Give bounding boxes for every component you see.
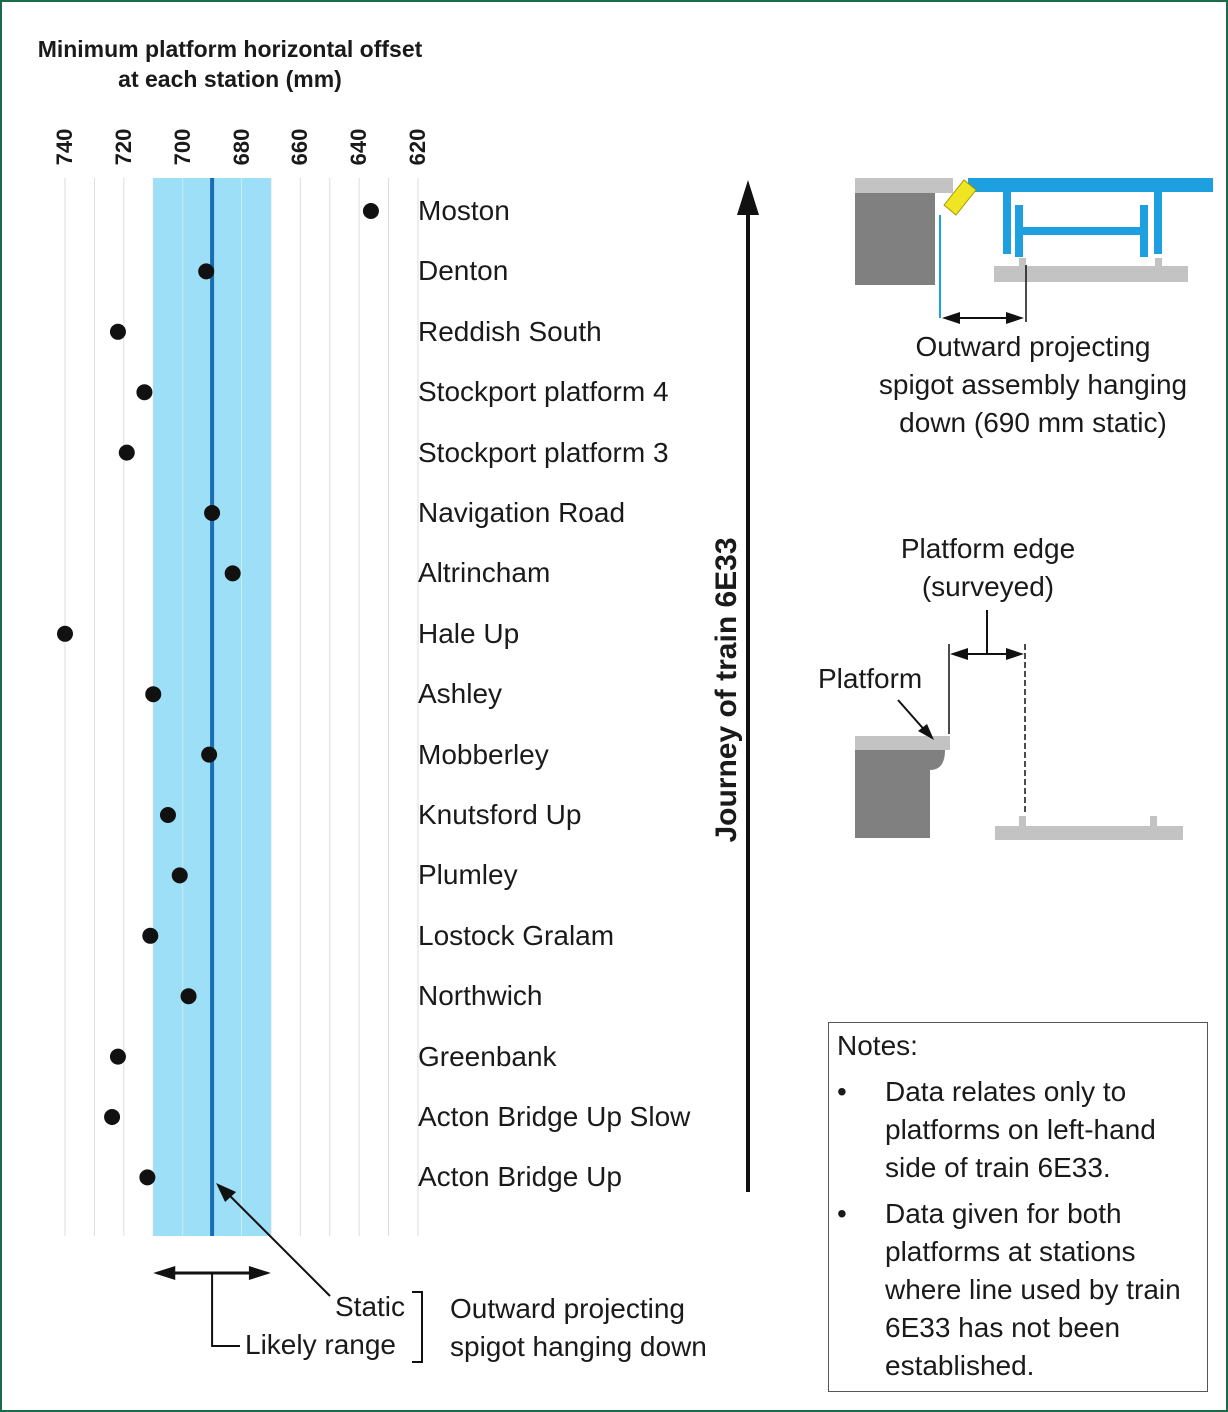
- journey-arrowhead: [737, 180, 759, 215]
- data-point: [201, 746, 218, 763]
- platform-edge-label-line2: (surveyed): [921, 571, 1055, 602]
- station-label: Mobberley: [418, 738, 549, 770]
- station-label: Moston: [418, 195, 510, 226]
- platform-label: Platform: [818, 663, 923, 694]
- note-text: Data given for both platforms at station…: [885, 1198, 1181, 1381]
- likely-range-leader: [211, 1273, 240, 1347]
- offset-arrowhead-left: [942, 312, 960, 324]
- data-point: [180, 988, 197, 1005]
- data-point: [109, 1048, 126, 1065]
- wagon-floor: [968, 178, 1213, 192]
- data-point: [204, 505, 221, 521]
- station-label: Knutsford Up: [418, 799, 582, 830]
- station-label: Ashley: [418, 678, 503, 710]
- rail-sleeper: [994, 266, 1188, 282]
- station-label: Hale Up: [418, 617, 520, 649]
- journey-axis-label: Journey of train 6E33: [710, 537, 743, 843]
- rail-left: [1019, 258, 1026, 266]
- station-label: Acton Bridge Up Slow: [418, 1101, 691, 1132]
- data-point: [109, 323, 126, 340]
- rail-right: [1155, 258, 1162, 266]
- platform-body: [855, 750, 945, 838]
- platform-body: [855, 193, 935, 285]
- notes-box: Notes: • Data relates only to platforms …: [828, 1022, 1208, 1392]
- edge-arrowhead-right: [1006, 648, 1024, 660]
- station-label: Acton Bridge Up: [418, 1161, 622, 1193]
- note-text: Data relates only to platforms on left-h…: [885, 1076, 1156, 1183]
- station-label: Northwich: [418, 980, 543, 1012]
- spigot-caption-line2: spigot assembly hanging: [878, 369, 1188, 400]
- spigot-caption-line3: down (690 mm static): [899, 407, 1167, 438]
- range-arrowhead-right: [248, 1266, 271, 1280]
- station-label: Stockport platform 4: [418, 376, 669, 408]
- station-label: Greenbank: [418, 1040, 557, 1072]
- data-point: [145, 686, 162, 703]
- station-label: Plumley: [418, 859, 518, 891]
- data-point: [136, 384, 153, 401]
- static-leader-arrowhead: [216, 1183, 237, 1202]
- platform-coping: [855, 178, 953, 193]
- rail-left: [1019, 816, 1026, 826]
- bullet-icon: •: [837, 1076, 847, 1107]
- station-label: Lostock Gralam: [418, 919, 615, 951]
- data-point: [224, 565, 241, 582]
- legend-likely-range-label: Likely range: [245, 1329, 396, 1360]
- spigot-icon: [943, 179, 977, 216]
- chart-title: Minimum platform horizontal offset at ea…: [37, 36, 423, 92]
- data-point: [362, 203, 379, 219]
- data-point: [57, 625, 73, 642]
- station-label: Altrincham: [418, 557, 551, 589]
- data-point: [198, 263, 215, 280]
- wheel-left: [1015, 205, 1023, 257]
- rail-sleeper: [995, 826, 1183, 840]
- platform-coping: [855, 736, 950, 750]
- data-point: [118, 444, 135, 461]
- bogie-frame-left: [1003, 190, 1011, 254]
- bullet-icon: •: [837, 1198, 847, 1229]
- station-label: Denton: [418, 255, 509, 287]
- station-label: Stockport platform 3: [418, 436, 669, 468]
- legend-description-line2: spigot hanging down: [450, 1331, 707, 1362]
- bogie-frame-right: [1154, 190, 1162, 254]
- edge-arrowhead-left: [950, 648, 968, 660]
- rail-right: [1150, 816, 1157, 826]
- platform-leader-arrowhead: [918, 724, 934, 740]
- legend-description-line1: Outward projecting: [450, 1293, 686, 1324]
- station-label: Reddish South: [418, 315, 602, 347]
- axle: [1023, 227, 1140, 235]
- data-point: [159, 807, 176, 823]
- notes-title: Notes:: [837, 1030, 918, 1061]
- offset-arrowhead-right: [1006, 312, 1024, 324]
- data-point: [104, 1109, 121, 1125]
- legend-bracket: [412, 1291, 423, 1363]
- station-label: Navigation Road: [418, 497, 626, 528]
- legend-static-label: Static: [335, 1291, 406, 1322]
- data-point: [139, 1169, 156, 1186]
- platform-edge-label-line1: Platform edge: [900, 533, 1076, 564]
- spigot-caption-line1: Outward projecting: [915, 331, 1151, 362]
- data-point: [171, 867, 188, 884]
- wheel-right: [1140, 205, 1148, 257]
- data-point: [142, 927, 159, 944]
- static-leader: [221, 1187, 331, 1297]
- range-arrowhead-left: [153, 1266, 176, 1280]
